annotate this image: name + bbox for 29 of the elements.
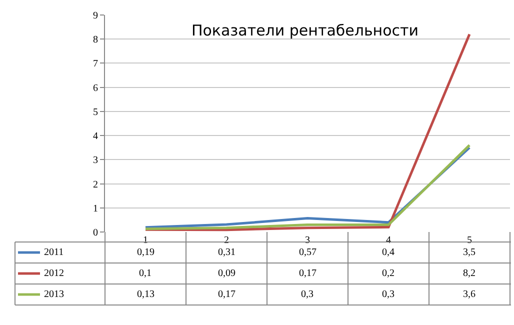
data-label: 0,1 bbox=[139, 268, 152, 279]
data-label: 0,2 bbox=[382, 268, 394, 279]
data-label: 0,3 bbox=[382, 289, 394, 300]
y-tick-label: 4 bbox=[93, 131, 98, 142]
data-label: 3,6 bbox=[463, 289, 476, 300]
y-tick-label: 6 bbox=[93, 82, 98, 94]
y-tick-label: 9 bbox=[93, 10, 98, 22]
y-tick-label: 1 bbox=[93, 203, 98, 214]
y-tick-label: 0 bbox=[93, 228, 98, 238]
data-label: 0,31 bbox=[218, 247, 236, 258]
data-label: 8,2 bbox=[463, 268, 476, 279]
y-tick-label: 5 bbox=[93, 106, 98, 118]
data-label: 0,17 bbox=[218, 289, 236, 300]
y-tick-label: 7 bbox=[93, 58, 98, 70]
data-label: 0,13 bbox=[137, 289, 154, 300]
y-tick-label: 8 bbox=[93, 34, 98, 46]
data-label: 0,09 bbox=[218, 268, 236, 279]
data-label: 0,57 bbox=[299, 247, 316, 258]
data-label: 3,5 bbox=[463, 247, 476, 258]
text: Показатели рентабельности bbox=[191, 21, 419, 40]
legend-label: 2011 bbox=[44, 247, 64, 258]
y-tick-label: 2 bbox=[93, 179, 98, 190]
legend-label: 2013 bbox=[44, 289, 64, 300]
y-tick-label: 3 bbox=[93, 155, 98, 166]
legend-label: 2012 bbox=[44, 268, 64, 279]
data-label: 0,3 bbox=[301, 289, 314, 300]
data-label: 0,4 bbox=[382, 247, 394, 258]
data-label: 0,19 bbox=[137, 247, 154, 258]
data-label: 0,17 bbox=[299, 268, 316, 279]
